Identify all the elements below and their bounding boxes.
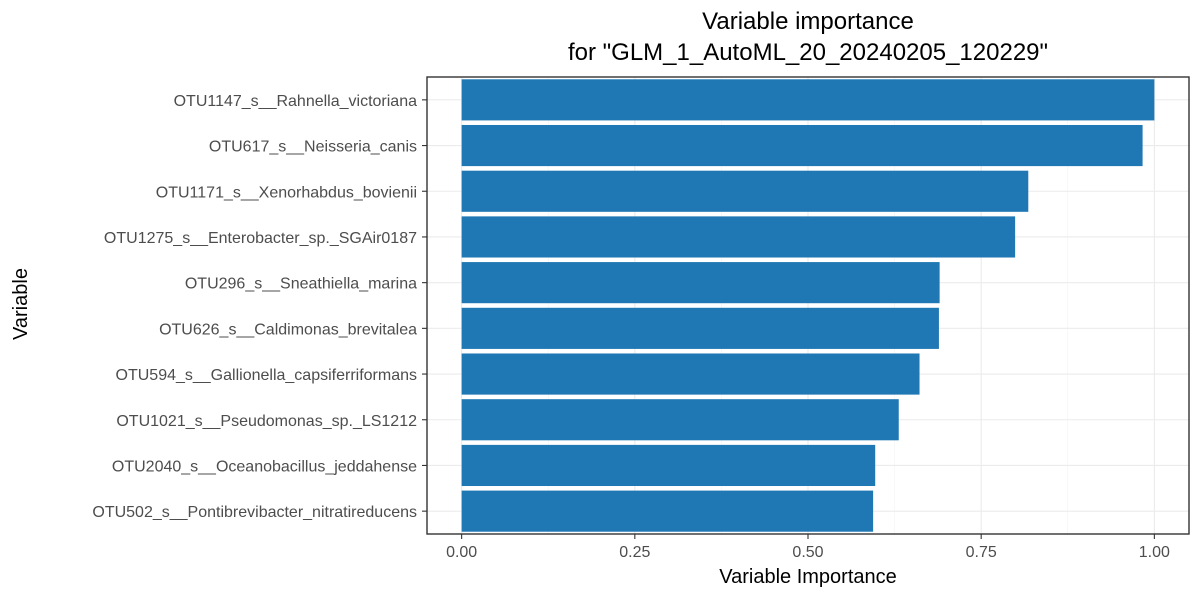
bar bbox=[461, 262, 940, 304]
chart-title: Variable importance bbox=[702, 8, 914, 35]
bars bbox=[461, 79, 1155, 532]
bar bbox=[461, 79, 1155, 121]
x-tick-label: 1.00 bbox=[1139, 544, 1170, 561]
y-tick-label: OTU2040_s__Oceanobacillus_jeddahense bbox=[112, 458, 417, 475]
bar bbox=[461, 307, 939, 349]
bar bbox=[461, 399, 899, 441]
y-axis: OTU1147_s__Rahnella_victoriana OTU617_s__… bbox=[92, 93, 427, 521]
bar bbox=[461, 490, 874, 532]
x-tick-label: 0.75 bbox=[966, 544, 997, 561]
bar bbox=[461, 170, 1029, 212]
x-axis: 0.00 0.25 0.50 0.75 1.00 bbox=[446, 534, 1170, 561]
x-axis-title: Variable Importance bbox=[719, 566, 897, 588]
bar bbox=[461, 353, 920, 395]
y-tick-label: OTU1021_s__Pseudomonas_sp._LS1212 bbox=[116, 413, 417, 430]
x-tick-label: 0.00 bbox=[446, 544, 477, 561]
y-tick-label: OTU296_s__Sneathiella_marina bbox=[185, 276, 417, 293]
y-tick-label: OTU502_s__Pontibrevibacter_nitratireduce… bbox=[92, 504, 417, 521]
y-tick-label: OTU617_s__Neisseria_canis bbox=[209, 139, 417, 156]
x-tick-label: 0.25 bbox=[619, 544, 650, 561]
bar bbox=[461, 444, 876, 487]
y-tick-label: OTU1275_s__Enterobacter_sp._SGAir0187 bbox=[104, 230, 417, 247]
y-tick-label: OTU626_s__Caldimonas_brevitalea bbox=[159, 321, 417, 338]
y-tick-label: OTU1171_s__Xenorhabdus_bovienii bbox=[156, 184, 417, 201]
bar bbox=[461, 216, 1016, 258]
y-axis-title: Variable bbox=[10, 268, 32, 340]
y-tick-label: OTU594_s__Gallionella_capsiferriformans bbox=[116, 367, 417, 384]
chart-subtitle: for "GLM_1_AutoML_20_20240205_120229" bbox=[568, 39, 1048, 66]
bar bbox=[461, 124, 1143, 167]
x-tick-label: 0.50 bbox=[792, 544, 823, 561]
y-tick-label: OTU1147_s__Rahnella_victoriana bbox=[174, 93, 418, 110]
